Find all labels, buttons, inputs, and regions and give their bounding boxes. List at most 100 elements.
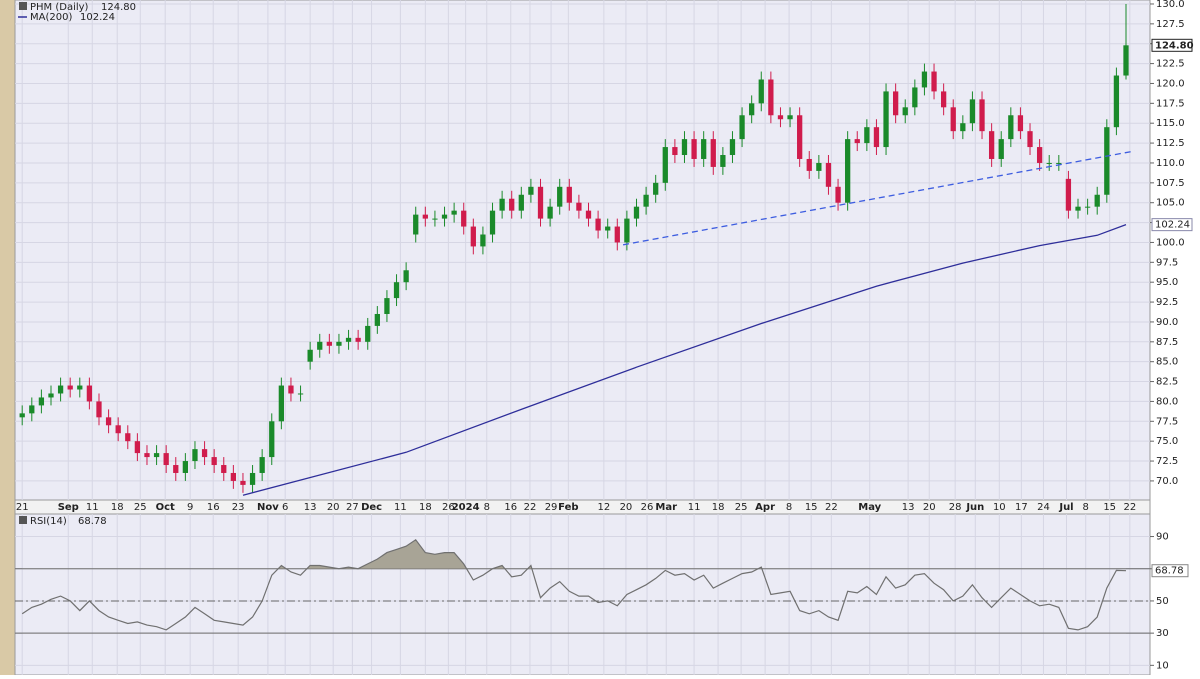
legend-price-value: 124.80 — [101, 2, 136, 13]
x-tick-label: 25 — [735, 502, 748, 513]
candle-body — [278, 385, 284, 422]
y-tick-label: 92.5 — [1156, 297, 1178, 308]
candle-body — [1113, 75, 1120, 128]
labels: PHM (Daily) 124.80 MA(200) 102.24 RSI(14… — [16, 0, 1194, 671]
candle-body — [105, 417, 112, 426]
candle-body — [988, 131, 995, 159]
x-tick-label: 27 — [346, 502, 359, 513]
candle-body — [653, 182, 659, 195]
y-tick-label: 112.5 — [1156, 138, 1185, 149]
candle-body — [787, 115, 793, 120]
rsi-value-label: 68.78 — [1155, 566, 1184, 577]
candle-body — [384, 298, 390, 314]
candle-body — [633, 206, 640, 219]
rsi-marks — [15, 538, 1150, 634]
candle-body — [595, 218, 601, 231]
candle-body — [528, 186, 534, 195]
ma-value-label: 102.24 — [1155, 220, 1190, 231]
candle-body — [96, 401, 102, 418]
legend-icon — [19, 516, 27, 524]
frame-left — [0, 0, 15, 675]
candle-body — [163, 453, 169, 466]
candle-body — [269, 421, 275, 458]
candle-body — [345, 337, 352, 342]
x-tick-label: 18 — [111, 502, 124, 513]
candle-body — [509, 198, 515, 211]
candle-body — [1104, 127, 1110, 195]
candle-body — [86, 385, 93, 402]
y-tick-label: 110.0 — [1156, 158, 1185, 169]
trendline — [622, 150, 1135, 246]
marks — [15, 3, 1150, 634]
candle-body — [355, 337, 361, 342]
candle-body — [19, 413, 25, 418]
candle-body — [566, 186, 572, 203]
x-tick-label: 16 — [207, 502, 220, 513]
candle-body — [969, 99, 976, 124]
y-tick-label: 95.0 — [1156, 277, 1178, 288]
candle-body — [691, 139, 697, 159]
candle-body — [249, 472, 256, 485]
y-tick-label: 90 — [1156, 532, 1169, 543]
candle-body — [403, 270, 409, 283]
x-tick-label: 8 — [484, 502, 490, 513]
x-tick-label: Mar — [655, 502, 677, 513]
candle-body — [557, 186, 563, 207]
x-tick-label: Jun — [965, 502, 984, 513]
y-tick-label: 115.0 — [1156, 118, 1185, 129]
candle-body — [451, 210, 457, 215]
y-tick-label: 120.0 — [1156, 78, 1185, 89]
candle-body — [125, 433, 131, 442]
x-tick-label: 28 — [949, 502, 962, 513]
x-tick-label: Feb — [558, 502, 578, 513]
candle-body — [701, 139, 707, 159]
candle-body — [864, 127, 870, 144]
x-tick-label: Oct — [156, 502, 175, 513]
candle-body — [1056, 162, 1062, 164]
y-tick-label: 30 — [1156, 628, 1169, 639]
candle-body — [845, 139, 851, 203]
candle-body — [326, 341, 332, 346]
candle-body — [1075, 206, 1081, 211]
y-tick-label: 50 — [1156, 596, 1169, 607]
candle-body — [614, 226, 620, 243]
candle-body — [259, 457, 265, 473]
candle-body — [134, 441, 141, 454]
x-tick-label: 24 — [1037, 502, 1050, 513]
candle-body — [1065, 178, 1072, 211]
candle-body — [816, 162, 822, 171]
x-tick-label: 20 — [620, 502, 633, 513]
x-tick-label: 11 — [86, 502, 99, 513]
x-tick-label: 13 — [902, 502, 915, 513]
y-tick-label: 10 — [1156, 660, 1169, 671]
candle-body — [77, 385, 83, 390]
y-tick-label: 117.5 — [1156, 98, 1185, 109]
x-tick-label: Jul — [1058, 502, 1073, 513]
candle-body — [1094, 194, 1100, 207]
grid — [15, 0, 1154, 675]
x-tick-label: 22 — [825, 502, 838, 513]
candle-body — [662, 147, 668, 183]
x-tick-label: Apr — [755, 502, 775, 513]
candle-body — [537, 186, 544, 219]
x-tick-label: 26 — [641, 502, 654, 513]
candle-body — [470, 226, 476, 247]
candle-body — [317, 341, 323, 350]
y-tick-label: 72.5 — [1156, 456, 1178, 467]
candle-body — [710, 139, 716, 167]
candle-body — [1123, 45, 1129, 76]
x-tick-label: 11 — [688, 502, 701, 513]
candle-body — [1008, 115, 1014, 140]
candle-body — [240, 480, 246, 485]
rsi-line — [21, 538, 1127, 631]
candle-body — [29, 405, 35, 414]
candle-body — [192, 449, 198, 462]
candle-body — [57, 385, 64, 394]
x-tick-label: 17 — [1015, 502, 1028, 513]
candle-body — [758, 79, 764, 104]
x-tick-label: 23 — [232, 502, 245, 513]
candle-body — [979, 99, 985, 132]
y-tick-label: 122.5 — [1156, 59, 1185, 70]
x-tick-label: 26 — [442, 502, 455, 513]
